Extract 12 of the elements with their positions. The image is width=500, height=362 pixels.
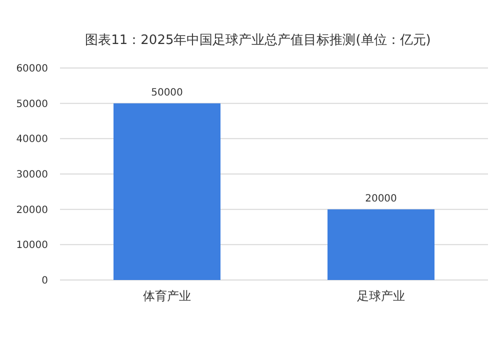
y-tick-label: 40000 <box>16 134 48 146</box>
y-tick-label: 50000 <box>16 98 48 110</box>
x-tick-label: 足球产业 <box>357 289 405 303</box>
y-tick-label: 20000 <box>16 204 48 216</box>
data-label: 20000 <box>365 193 397 204</box>
y-tick-label: 60000 <box>16 64 48 74</box>
x-tick-label: 体育产业 <box>143 289 191 303</box>
y-tick-label: 0 <box>42 276 48 286</box>
chart-title: 图表11：2025年中国足球产业总产值目标推测(单位：亿元) <box>85 33 431 48</box>
y-tick-label: 10000 <box>16 240 48 252</box>
data-label: 50000 <box>151 87 183 98</box>
y-tick-label: 30000 <box>16 170 48 180</box>
